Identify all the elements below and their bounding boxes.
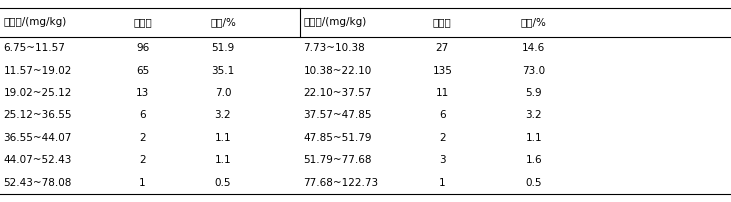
Text: 2: 2 — [139, 133, 146, 143]
Text: 77.68~122.73: 77.68~122.73 — [303, 178, 379, 188]
Text: 样本数: 样本数 — [133, 18, 152, 27]
Text: 0.5: 0.5 — [526, 178, 542, 188]
Text: 135: 135 — [432, 65, 452, 76]
Text: 3: 3 — [439, 155, 446, 165]
Text: 14.6: 14.6 — [522, 43, 545, 53]
Text: 1: 1 — [139, 178, 146, 188]
Text: 36.55~44.07: 36.55~44.07 — [4, 133, 72, 143]
Text: 11.57~19.02: 11.57~19.02 — [4, 65, 72, 76]
Text: 51.79~77.68: 51.79~77.68 — [303, 155, 372, 165]
Text: 5.9: 5.9 — [526, 88, 542, 98]
Text: 有效锰/(mg/kg): 有效锰/(mg/kg) — [303, 18, 367, 27]
Text: 6.75~11.57: 6.75~11.57 — [4, 43, 66, 53]
Text: 比例/%: 比例/% — [210, 18, 236, 27]
Text: 25.12~36.55: 25.12~36.55 — [4, 110, 72, 120]
Text: 19.02~25.12: 19.02~25.12 — [4, 88, 72, 98]
Text: 1.1: 1.1 — [215, 133, 231, 143]
Text: 3.2: 3.2 — [215, 110, 231, 120]
Text: 2: 2 — [439, 133, 446, 143]
Text: 13: 13 — [136, 88, 149, 98]
Text: 7.0: 7.0 — [215, 88, 231, 98]
Text: 52.43~78.08: 52.43~78.08 — [4, 178, 72, 188]
Text: 35.1: 35.1 — [211, 65, 235, 76]
Text: 96: 96 — [136, 43, 149, 53]
Text: 0.5: 0.5 — [215, 178, 231, 188]
Text: 7.73~10.38: 7.73~10.38 — [303, 43, 365, 53]
Text: 1: 1 — [439, 178, 446, 188]
Text: 比例/%: 比例/% — [520, 18, 547, 27]
Text: 73.0: 73.0 — [522, 65, 545, 76]
Text: 有效铁/(mg/kg): 有效铁/(mg/kg) — [4, 18, 67, 27]
Text: 6: 6 — [139, 110, 146, 120]
Text: 65: 65 — [136, 65, 149, 76]
Text: 3.2: 3.2 — [526, 110, 542, 120]
Text: 样本数: 样本数 — [433, 18, 452, 27]
Text: 47.85~51.79: 47.85~51.79 — [303, 133, 372, 143]
Text: 22.10~37.57: 22.10~37.57 — [303, 88, 372, 98]
Text: 10.38~22.10: 10.38~22.10 — [303, 65, 371, 76]
Text: 11: 11 — [436, 88, 449, 98]
Text: 1.1: 1.1 — [526, 133, 542, 143]
Text: 51.9: 51.9 — [211, 43, 235, 53]
Text: 37.57~47.85: 37.57~47.85 — [303, 110, 372, 120]
Text: 1.1: 1.1 — [215, 155, 231, 165]
Text: 2: 2 — [139, 155, 146, 165]
Text: 1.6: 1.6 — [526, 155, 542, 165]
Text: 44.07~52.43: 44.07~52.43 — [4, 155, 72, 165]
Text: 6: 6 — [439, 110, 446, 120]
Text: 27: 27 — [436, 43, 449, 53]
